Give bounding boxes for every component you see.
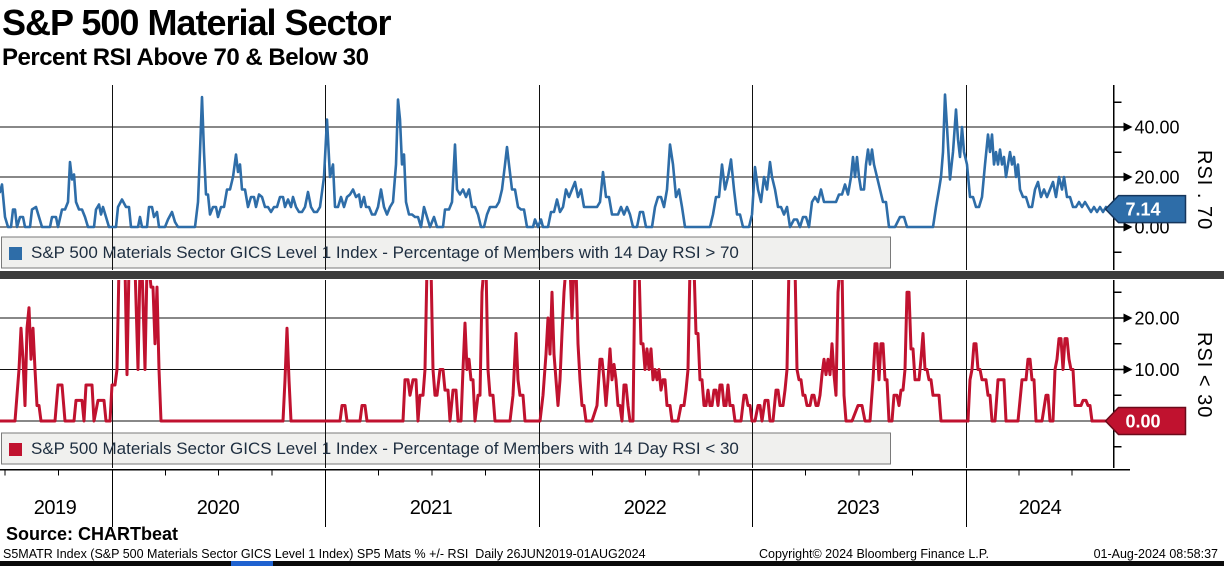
- legend-rsi-above-70[interactable]: S&P 500 Materials Sector GICS Level 1 In…: [9, 240, 739, 266]
- tick-arrow-icon: [1123, 313, 1133, 323]
- pct_members_rsi_above_70-line: [0, 93, 1113, 229]
- pct_members_rsi_above_70-value-badge[interactable]: [1104, 194, 1187, 224]
- red-series-marker-icon: [9, 442, 22, 456]
- top-axis-title: RSI . 70: [1193, 149, 1215, 231]
- y-tick-label: 20.00: [1135, 168, 1180, 188]
- legend-rsi-below-30[interactable]: S&P 500 Materials Sector GICS Level 1 In…: [9, 436, 739, 462]
- footer-security-info: S5MATR Index (S&P 500 Materials Sector G…: [3, 547, 646, 561]
- legend-label: S&P 500 Materials Sector GICS Level 1 In…: [31, 243, 739, 262]
- tick-arrow-icon: [1123, 122, 1133, 132]
- year-label-2023: 2023: [836, 497, 880, 519]
- y-tick-label: 10.00: [1135, 360, 1180, 380]
- footer-datetime: 01-Aug-2024 08:58:37: [1093, 547, 1218, 561]
- y-tick-label: 40.00: [1135, 118, 1180, 138]
- blue-series-marker-icon: [9, 246, 22, 260]
- pct_members_rsi_below_30-value-badge[interactable]: [1104, 406, 1187, 436]
- year-label-2024: 2024: [1018, 497, 1062, 519]
- year-label-2020: 2020: [196, 497, 240, 519]
- tick-arrow-icon: [1123, 365, 1133, 374]
- source-line: Source: CHARTbeat: [6, 524, 179, 544]
- tick-arrow-icon: [1123, 222, 1133, 232]
- pct_members_rsi_below_30-line: [0, 280, 1113, 423]
- page-title: S&P 500 Material Sector: [2, 2, 392, 43]
- year-label-2021: 2021: [409, 497, 453, 519]
- badge-value: 0.00: [1126, 412, 1161, 432]
- y-tick-label: 20.00: [1135, 309, 1180, 329]
- bottom-axis-title: RSI < 30: [1193, 331, 1215, 419]
- footer-copyright: Copyright© 2024 Bloomberg Finance L.P.: [759, 547, 989, 561]
- year-label-2022: 2022: [623, 497, 667, 519]
- page-subtitle: Percent RSI Above 70 & Below 30: [2, 44, 369, 71]
- legend-box[interactable]: [1, 236, 891, 269]
- badge-value: 7.14: [1126, 200, 1161, 220]
- taskbar-strip: [0, 561, 1224, 566]
- panel-separator: [0, 271, 1224, 279]
- tick-arrow-icon: [1123, 172, 1133, 182]
- legend-box[interactable]: [1, 432, 891, 465]
- year-label-2019: 2019: [33, 497, 77, 519]
- legend-label: S&P 500 Materials Sector GICS Level 1 In…: [31, 439, 739, 458]
- taskbar-active-segment[interactable]: [231, 561, 273, 566]
